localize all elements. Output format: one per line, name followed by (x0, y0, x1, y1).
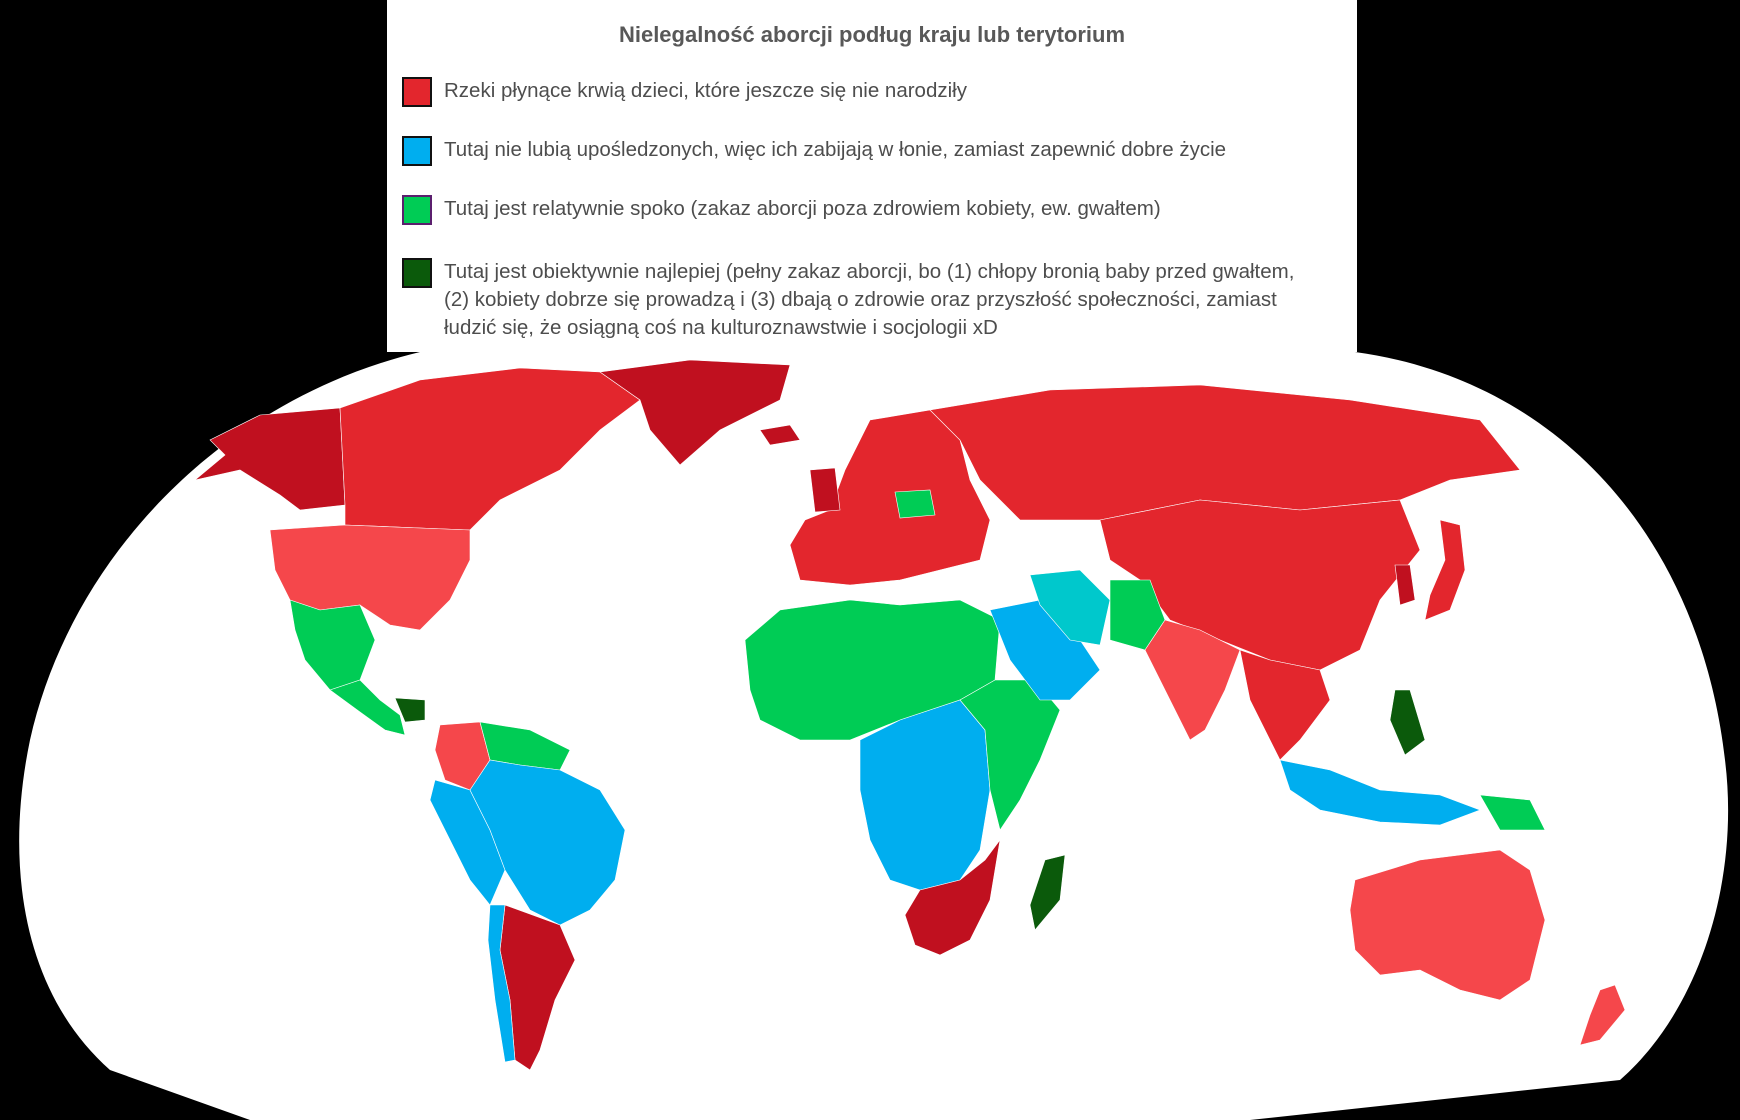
region-new-zealand (1579, 984, 1626, 1046)
region-greenland (599, 359, 791, 466)
region-central-africa (859, 699, 991, 891)
region-poland (894, 489, 936, 519)
region-east-africa (959, 679, 1061, 831)
region-uk (809, 467, 841, 513)
legend-label-green: Tutaj jest relatywnie spoko (zakaz aborc… (444, 197, 1161, 220)
region-iran (1029, 569, 1111, 646)
legend-label-blue: Tutaj nie lubią upośledzonych, więc ich … (444, 138, 1227, 161)
region-europe (789, 409, 991, 586)
legend-label-dark-green: Tutaj jest obiektywnie najlepiej (pełny … (444, 260, 1295, 339)
legend-title: Nielegalność aborcji podług kraju lub te… (618, 22, 1126, 47)
region-madagascar (1029, 854, 1066, 931)
legend-swatch-green (402, 195, 432, 225)
region-southern-africa (904, 839, 1001, 956)
region-australia (1349, 849, 1546, 1001)
legend-label-red: Rzeki płynące krwią dzieci, które jeszcz… (444, 79, 967, 102)
legend-swatch-dark-green (402, 258, 432, 288)
region-se-asia (1239, 649, 1331, 761)
legend-swatch-red (402, 77, 432, 107)
region-philippines (1389, 689, 1426, 756)
region-japan (1424, 519, 1466, 621)
region-india (1144, 619, 1241, 741)
legend-panel: Nielegalność aborcji podług kraju lub te… (387, 0, 1357, 352)
region-brazil (469, 759, 626, 926)
region-iceland (759, 424, 801, 446)
legend-swatch-blue (402, 136, 432, 166)
region-korea (1394, 564, 1416, 606)
region-chile (487, 904, 516, 1063)
region-central-america (329, 679, 406, 736)
region-png (1479, 794, 1546, 831)
region-indonesia (1279, 759, 1481, 826)
region-nicaragua (394, 697, 426, 723)
